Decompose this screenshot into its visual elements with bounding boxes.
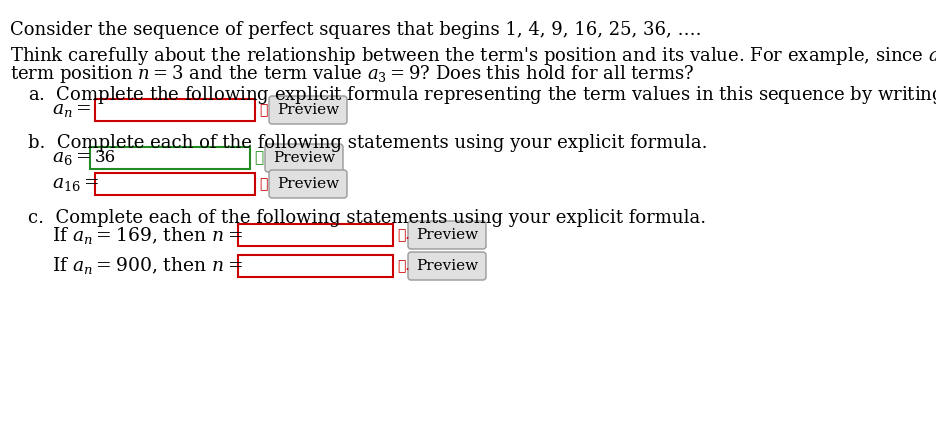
Text: Consider the sequence of perfect squares that begins 1, 4, 9, 16, 25, 36, ….: Consider the sequence of perfect squares… [10,21,701,39]
Text: If $a_n = 169$, then $n =$: If $a_n = 169$, then $n =$ [51,224,242,245]
FancyBboxPatch shape [95,173,255,195]
Text: If $a_n = 900$, then $n =$: If $a_n = 900$, then $n =$ [51,256,242,277]
Text: $a_n =$: $a_n =$ [51,101,92,119]
Text: Preview: Preview [277,103,339,117]
Text: Preview: Preview [416,228,477,242]
Text: ★: ★ [258,103,267,117]
FancyBboxPatch shape [407,252,486,280]
Text: Preview: Preview [277,177,339,191]
FancyBboxPatch shape [269,96,346,124]
FancyBboxPatch shape [269,170,346,198]
Text: b.  Complete each of the following statements using your explicit formula.: b. Complete each of the following statem… [28,134,707,152]
FancyBboxPatch shape [265,144,343,172]
Text: ✔: ✔ [254,151,263,165]
Text: Think carefully about the relationship between the term's position and its value: Think carefully about the relationship b… [10,45,936,67]
FancyBboxPatch shape [407,221,486,249]
Text: c.  Complete each of the following statements using your explicit formula.: c. Complete each of the following statem… [28,209,706,227]
FancyBboxPatch shape [238,255,392,277]
Text: Preview: Preview [272,151,335,165]
Text: $a_6 =$: $a_6 =$ [51,149,91,167]
FancyBboxPatch shape [238,224,392,246]
Text: Preview: Preview [416,259,477,273]
Text: ★.: ★. [397,259,409,273]
Text: ★: ★ [258,177,267,191]
FancyBboxPatch shape [90,147,250,169]
Text: term position $n = 3$ and the term value $a_3 = 9$? Does this hold for all terms: term position $n = 3$ and the term value… [10,63,694,85]
Text: 36: 36 [95,149,116,166]
Text: ★.: ★. [397,228,409,242]
FancyBboxPatch shape [95,99,255,121]
Text: $a_{16} =$: $a_{16} =$ [51,175,99,193]
Text: a.  Complete the following explicit formula representing the term values in this: a. Complete the following explicit formu… [28,84,936,106]
